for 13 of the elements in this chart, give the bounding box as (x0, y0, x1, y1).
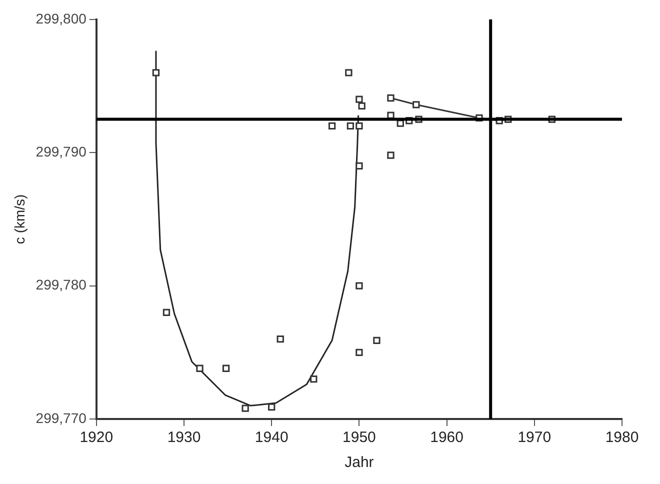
y-tick-label: 299,770 (36, 410, 87, 426)
y-tick-label: 299,800 (36, 10, 87, 26)
x-tick-label: 1930 (167, 429, 201, 446)
y-tick-label: 299,790 (36, 143, 87, 160)
x-tick-label: 1980 (605, 429, 639, 446)
y-axis-title: c (km/s) (11, 194, 28, 244)
x-tick-label: 1960 (430, 429, 464, 446)
x-tick-label: 1940 (254, 429, 288, 446)
x-tick-label: 1970 (518, 429, 552, 446)
y-tick-label: 299,780 (36, 276, 87, 293)
x-tick-label: 1920 (80, 429, 114, 446)
x-tick-label: 1950 (342, 429, 376, 446)
x-axis-title: Jahr (344, 454, 374, 472)
